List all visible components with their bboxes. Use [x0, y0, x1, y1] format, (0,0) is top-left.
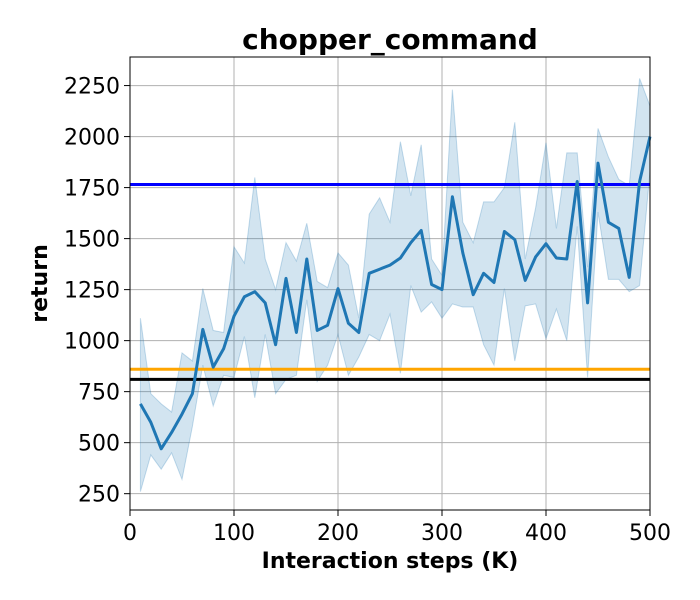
series-line: [139, 136, 652, 451]
x-tick-label: 500: [629, 521, 671, 546]
x-tick-label: 400: [525, 521, 567, 546]
chart-title: chopper_command: [242, 23, 538, 56]
y-tick-label: 1500: [64, 228, 120, 253]
x-axis-ticks: 0 100 200 300 400 500: [123, 510, 671, 546]
reference-lines: [130, 183, 650, 381]
y-tick-label: 1000: [64, 330, 120, 355]
series-lines: [139, 136, 652, 451]
plot-frame: [129, 56, 651, 511]
y-tick-label: 500: [78, 432, 120, 457]
y-tick-label: 1250: [64, 279, 120, 304]
y-tick-label: 2000: [64, 126, 120, 151]
x-axis-label: Interaction steps (K): [262, 549, 519, 574]
x-tick-label: 100: [213, 521, 255, 546]
y-tick-label: 750: [78, 381, 120, 406]
y-axis-ticks: 250 500 750 1000 1250 1500 1750 2000 2250: [64, 75, 130, 508]
grid: [129, 57, 651, 510]
x-tick-label: 200: [317, 521, 359, 546]
y-tick-label: 1750: [64, 177, 120, 202]
x-tick-label: 0: [123, 521, 137, 546]
y-tick-label: 2250: [64, 75, 120, 100]
y-axis-label: return: [28, 244, 53, 322]
x-tick-label: 300: [421, 521, 463, 546]
y-tick-label: 250: [78, 483, 120, 508]
